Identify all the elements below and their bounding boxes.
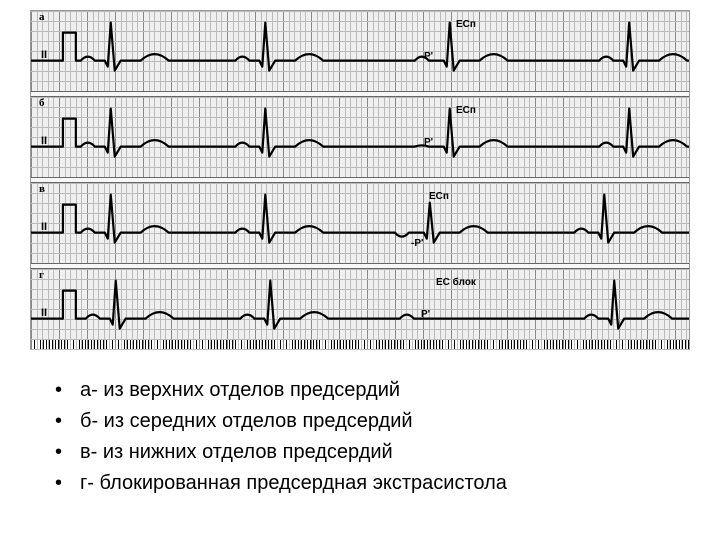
ecg-panel: а II ЕСп P' б II ЕСп P' в II ЕСп -P' г II ЕС блок P' — [30, 10, 690, 350]
ecg-strip-g: г II ЕС блок P' — [31, 269, 689, 349]
legend-item: б- из середних отделов предсердий — [55, 406, 720, 437]
lead-label: II — [41, 307, 47, 319]
legend-item: а- из верхних отделов предсердий — [55, 375, 720, 406]
strip-letter-label: в — [39, 183, 45, 195]
ecg-annotation: ЕС блок — [436, 277, 476, 288]
legend-item: г- блокированная предсердная экстрасисто… — [55, 468, 720, 499]
ecg-annotation: ЕСп — [456, 19, 476, 30]
p-prime-annotation: -P' — [411, 238, 423, 249]
p-prime-annotation: P' — [424, 51, 433, 62]
legend-list: а- из верхних отделов предсердий б- из с… — [55, 375, 720, 499]
ecg-annotation: ЕСп — [429, 191, 449, 202]
lead-label: II — [41, 135, 47, 147]
lead-label: II — [41, 49, 47, 61]
p-prime-annotation: P' — [424, 137, 433, 148]
strip-letter-label: г — [39, 269, 44, 281]
strip-letter-label: б — [39, 97, 45, 109]
p-prime-annotation: P' — [421, 309, 430, 320]
lead-label: II — [41, 221, 47, 233]
ecg-annotation: ЕСп — [456, 105, 476, 116]
ecg-strip-a: а II ЕСп P' — [31, 11, 689, 91]
ecg-strip-v: в II ЕСп -P' — [31, 183, 689, 263]
strip-letter-label: а — [39, 11, 45, 23]
legend-item: в- из нижних отделов предсердий — [55, 437, 720, 468]
ecg-strip-b: б II ЕСп P' — [31, 97, 689, 177]
